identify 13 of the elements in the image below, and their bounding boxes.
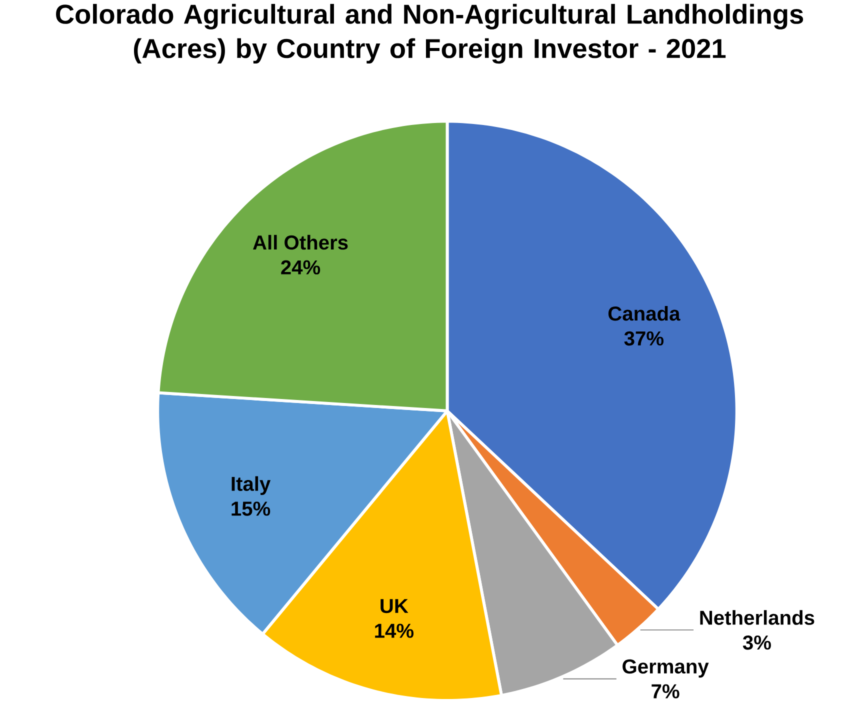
data-label: 24% [281,260,320,274]
chart-title: Colorado Agricultural and Non-Agricultural Landholdings (Acres) by Country of Foreign Investor - 2021 [56,4,804,64]
data-label: 15% [232,501,270,516]
slice-label: UK [380,598,408,613]
data-label: 7% [652,684,680,698]
slice-label: Germany [622,659,709,678]
data-label: 37% [624,331,664,346]
slice-label: All Others [253,234,348,250]
slice-label: Italy [232,476,271,495]
data-label: 3% [742,635,771,650]
data-label: 14% [375,624,414,638]
slice-label: Netherlands [700,610,814,625]
slice-label: Canada [608,306,680,321]
